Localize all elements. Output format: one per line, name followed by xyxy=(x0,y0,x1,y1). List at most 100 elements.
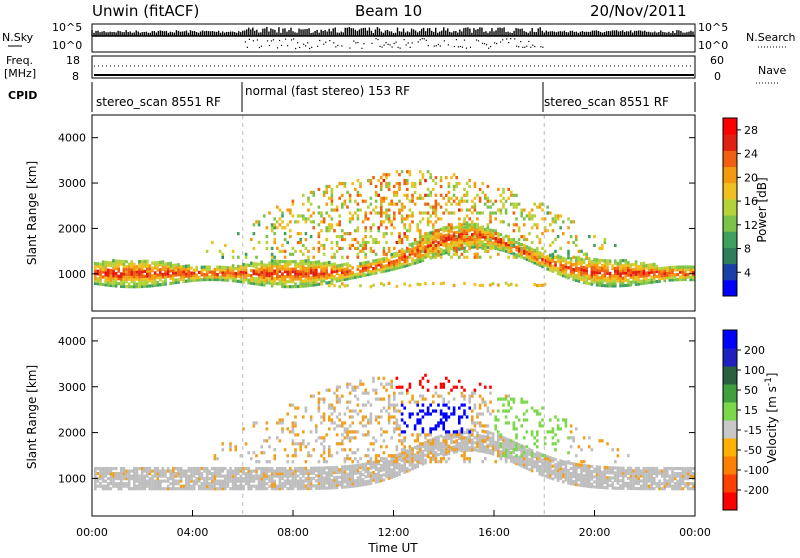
power-cell xyxy=(609,272,612,275)
velocity-cell xyxy=(380,398,383,401)
velocity-cell xyxy=(201,467,204,470)
power-cell xyxy=(390,203,393,206)
power-cell xyxy=(162,260,165,263)
power-cell xyxy=(435,214,438,217)
power-cell xyxy=(481,191,484,194)
power-cell xyxy=(102,260,105,263)
power-cell xyxy=(406,250,409,253)
velocity-cell xyxy=(500,442,503,445)
power-cell xyxy=(476,211,479,214)
power-cell xyxy=(492,282,495,285)
velocity-cell xyxy=(305,445,308,448)
power-cell xyxy=(546,206,549,209)
velocity-cell xyxy=(302,439,305,442)
power-cell xyxy=(117,282,120,285)
velocity-cell xyxy=(468,398,471,401)
velocity-cell xyxy=(403,457,406,460)
power-cell xyxy=(383,197,386,200)
power-cell xyxy=(468,185,471,188)
velocity-cell xyxy=(385,409,388,412)
velocity-cell xyxy=(401,452,404,455)
power-cell xyxy=(565,258,568,261)
power-cell xyxy=(518,242,521,245)
velocity-cell xyxy=(331,406,334,409)
velocity-cell xyxy=(507,395,510,398)
power-cell xyxy=(276,247,279,250)
power-cell xyxy=(232,250,235,253)
velocity-cell xyxy=(292,460,295,463)
colorbar-segment xyxy=(723,215,737,232)
velocity-cell xyxy=(471,421,474,424)
velocity-cell xyxy=(375,439,378,442)
power-cell xyxy=(305,232,308,235)
power-cell xyxy=(255,256,258,259)
power-cell xyxy=(341,282,344,285)
power-cell xyxy=(383,220,386,223)
power-cell xyxy=(292,253,295,256)
power-cell xyxy=(445,226,448,229)
power-cell xyxy=(575,274,578,277)
power-cell xyxy=(333,253,336,256)
power-cell xyxy=(523,235,526,238)
velocity-cell xyxy=(471,415,474,418)
power-cell xyxy=(336,235,339,238)
velocity-cell xyxy=(388,395,391,398)
velocity-cell xyxy=(502,403,505,406)
power-cell xyxy=(97,277,100,280)
velocity-cell xyxy=(489,437,492,440)
power-cell xyxy=(138,260,141,263)
power-cell xyxy=(372,223,375,226)
power-cell xyxy=(440,206,443,209)
power-cell xyxy=(648,278,651,281)
velocity-cell xyxy=(320,466,323,469)
velocity-cell xyxy=(429,433,432,436)
velocity-cell xyxy=(489,412,492,415)
velocity-cell xyxy=(458,415,461,418)
velocity-cell xyxy=(294,433,297,436)
velocity-cell xyxy=(424,433,427,436)
velocity-cell xyxy=(208,477,211,480)
power-cell xyxy=(359,244,362,247)
power-cell xyxy=(445,194,448,197)
power-cell xyxy=(502,203,505,206)
velocity-cell xyxy=(198,467,201,470)
power-cell xyxy=(414,259,417,262)
velocity-cell xyxy=(385,457,388,460)
power-cell xyxy=(370,250,373,253)
velocity-cell xyxy=(398,433,401,436)
power-cell xyxy=(549,254,552,257)
power-cell xyxy=(388,282,391,285)
power-cell xyxy=(250,274,253,277)
power-cell xyxy=(583,258,586,261)
power-cell xyxy=(294,282,297,285)
velocity-cell xyxy=(422,403,425,406)
velocity-cell xyxy=(396,448,399,451)
power-cell xyxy=(143,275,146,278)
velocity-cell xyxy=(471,395,474,398)
power-cell xyxy=(338,214,341,217)
velocity-cell xyxy=(99,467,102,470)
cpid-segment-1: stereo_scan 8551 RF xyxy=(96,95,221,109)
velocity-cell xyxy=(411,457,414,460)
velocity-cell xyxy=(375,398,378,401)
velocity-cell xyxy=(461,383,464,386)
velocity-cell xyxy=(453,430,456,433)
power-cell xyxy=(419,250,422,253)
velocity-cell xyxy=(372,471,375,474)
nsearch-tick-top: 10^5 xyxy=(698,21,728,34)
velocity-cell xyxy=(372,380,375,383)
power-cell xyxy=(552,229,555,232)
velocity-cell xyxy=(234,445,237,448)
power-cell xyxy=(593,244,596,247)
velocity-cell xyxy=(458,429,461,432)
power-cell xyxy=(367,179,370,182)
power-cell xyxy=(208,265,211,268)
power-cell xyxy=(388,220,391,223)
nsearch-point xyxy=(420,39,421,40)
power-cell xyxy=(315,261,318,264)
velocity-cell xyxy=(414,389,417,392)
velocity-cell xyxy=(323,439,326,442)
velocity-cell xyxy=(253,469,256,472)
